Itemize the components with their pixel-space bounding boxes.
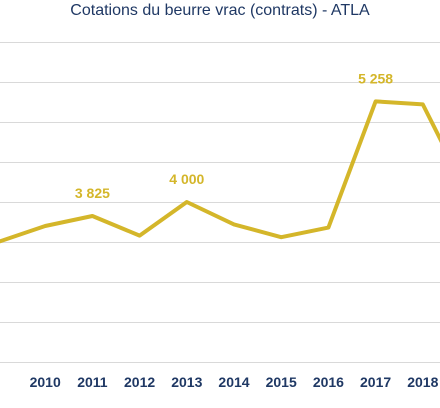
x-tick-label: 2016 — [313, 374, 344, 390]
data-label: 3 825 — [75, 185, 110, 201]
x-tick-label: 2011 — [77, 374, 108, 390]
x-tick-label: 2010 — [30, 374, 61, 390]
series-line — [0, 99, 440, 244]
x-tick-label: 2014 — [218, 374, 249, 390]
x-tick-labels: 20102011201220132014201520162017201820 — [30, 374, 439, 390]
data-label: 4 000 — [169, 171, 204, 187]
data-label: 5 258 — [358, 70, 393, 86]
x-tick-label: 2017 — [360, 374, 391, 390]
chart-title: Cotations du beurre vrac (contrats) - AT… — [70, 2, 370, 19]
x-tick-label: 2018 — [407, 374, 438, 390]
gridlines — [0, 42, 440, 323]
x-tick-label: 2012 — [124, 374, 155, 390]
x-tick-label: 2013 — [171, 374, 202, 390]
x-tick-label: 2015 — [266, 374, 297, 390]
data-labels: 3 825 4 000 5 258 — [75, 70, 393, 201]
